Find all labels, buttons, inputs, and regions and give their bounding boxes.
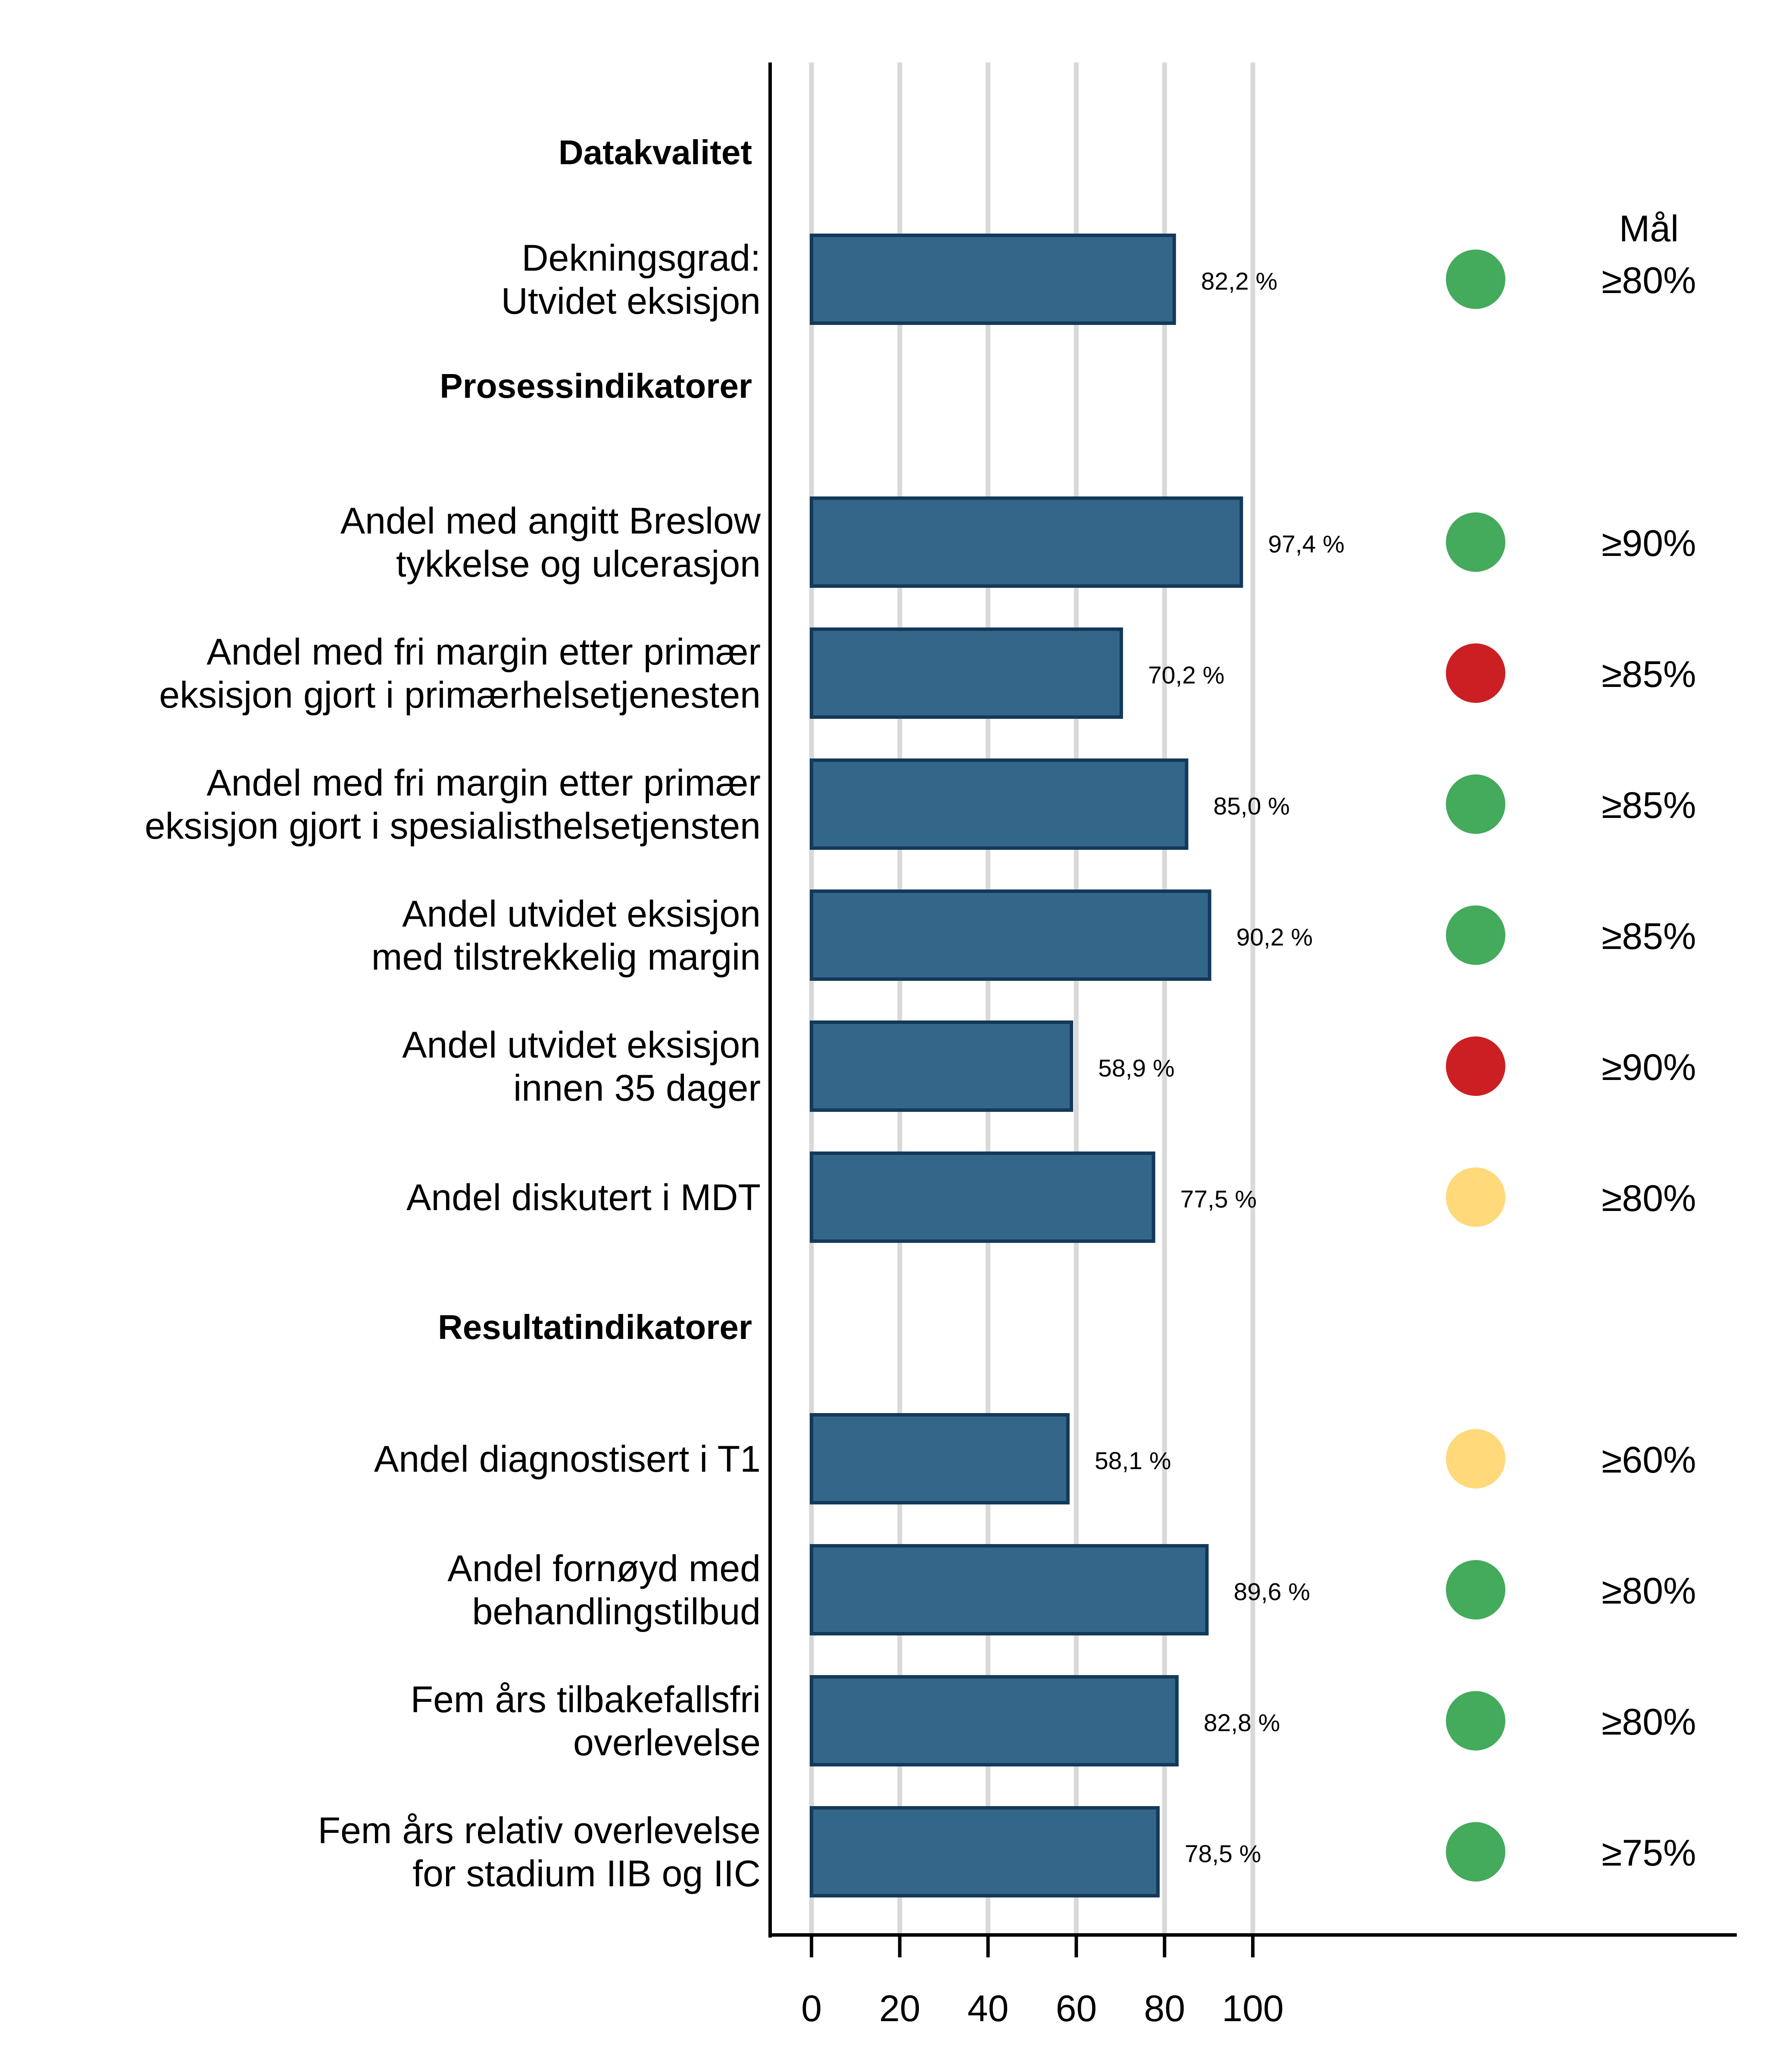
bar bbox=[810, 496, 1243, 588]
status-dot bbox=[1446, 643, 1505, 703]
value-label: 82,2 % bbox=[1201, 268, 1277, 295]
value-label: 97,4 % bbox=[1268, 530, 1344, 558]
category-label: Andel med fri margin etter primær bbox=[206, 631, 761, 673]
category-label: tykkelse og ulcerasjon bbox=[396, 543, 761, 585]
bar-row: Andel diagnostisert i T1 58,1 % ≥60% bbox=[374, 1413, 1696, 1504]
category-label: Andel utvidet eksisjon bbox=[402, 1024, 761, 1066]
x-axis-ticks: 0 20 40 60 80 100 bbox=[801, 1935, 1284, 2029]
bar-row: Dekningsgrad:Utvidet eksisjon 82,2 % ≥80% bbox=[501, 234, 1696, 325]
section-heading: Datakvalitet bbox=[559, 133, 752, 172]
target-label: ≥80% bbox=[1601, 1701, 1696, 1743]
status-dot bbox=[1446, 1822, 1505, 1882]
bar bbox=[810, 889, 1211, 981]
bar bbox=[810, 1413, 1070, 1504]
target-label: ≥90% bbox=[1601, 1047, 1696, 1088]
x-tick-label: 0 bbox=[801, 1988, 822, 2029]
target-label: ≥85% bbox=[1601, 785, 1696, 826]
category-label: Andel utvidet eksisjon bbox=[402, 893, 761, 935]
value-label: 77,5 % bbox=[1180, 1186, 1257, 1213]
status-dot bbox=[1446, 1429, 1505, 1488]
value-label: 82,8 % bbox=[1204, 1709, 1280, 1737]
value-label: 89,6 % bbox=[1234, 1578, 1310, 1606]
value-label: 78,5 % bbox=[1185, 1840, 1261, 1868]
bar-row: Andel med fri margin etter primæreksisjo… bbox=[145, 758, 1696, 850]
target-header: Mål bbox=[1619, 208, 1679, 250]
category-label: eksisjon gjort i primærhelsetjenesten bbox=[159, 674, 761, 716]
x-tick-label: 100 bbox=[1222, 1988, 1284, 2029]
target-label: ≥75% bbox=[1601, 1832, 1696, 1874]
status-dot bbox=[1446, 774, 1505, 834]
bar bbox=[810, 1675, 1179, 1766]
category-label: Andel diskutert i MDT bbox=[406, 1177, 761, 1218]
value-label: 58,9 % bbox=[1098, 1055, 1174, 1082]
bar-row: Andel med fri margin etter primæreksisjo… bbox=[159, 627, 1696, 719]
x-tick-label: 20 bbox=[879, 1988, 921, 2029]
target-label: ≥85% bbox=[1601, 916, 1696, 957]
category-label: Fem års relativ overlevelse bbox=[318, 1810, 761, 1851]
section-heading: Resultatindikatorer bbox=[438, 1308, 752, 1346]
x-tick-label: 40 bbox=[968, 1988, 1009, 2029]
category-label: Andel fornøyd med bbox=[447, 1548, 761, 1589]
value-label: 90,2 % bbox=[1236, 924, 1313, 951]
gridlines bbox=[809, 62, 1255, 1935]
status-dot bbox=[1446, 512, 1505, 572]
category-label: eksisjon gjort i spesialisthelsetjensten bbox=[145, 805, 761, 847]
category-label: Utvidet eksisjon bbox=[501, 281, 761, 322]
status-dot bbox=[1446, 1167, 1505, 1227]
category-label: behandlingstilbud bbox=[472, 1591, 761, 1632]
category-label: Andel diagnostisert i T1 bbox=[374, 1439, 761, 1480]
target-label: ≥60% bbox=[1601, 1439, 1696, 1481]
category-label: Andel med fri margin etter primær bbox=[206, 762, 761, 804]
target-label: ≥80% bbox=[1601, 260, 1696, 301]
status-dot bbox=[1446, 1560, 1505, 1620]
value-label: 70,2 % bbox=[1148, 662, 1224, 689]
status-dot bbox=[1446, 905, 1505, 965]
x-tick-label: 60 bbox=[1056, 1988, 1097, 2029]
category-label: Andel med angitt Breslow bbox=[340, 500, 761, 542]
target-label: ≥80% bbox=[1601, 1570, 1696, 1612]
bar bbox=[810, 1151, 1155, 1243]
bar bbox=[810, 234, 1176, 325]
bar bbox=[810, 1020, 1074, 1112]
target-label: ≥90% bbox=[1601, 523, 1696, 564]
bar bbox=[810, 758, 1189, 850]
category-label: innen 35 dager bbox=[513, 1067, 761, 1109]
status-dot bbox=[1446, 1691, 1505, 1751]
bar-row: Andel diskutert i MDT 77,5 % ≥80% bbox=[406, 1151, 1696, 1243]
x-tick-label: 80 bbox=[1144, 1988, 1185, 2029]
value-label: 85,0 % bbox=[1213, 793, 1289, 820]
target-label: ≥85% bbox=[1601, 654, 1696, 695]
category-label: Fem års tilbakefallsfri bbox=[411, 1679, 761, 1720]
category-label: overlevelse bbox=[573, 1722, 761, 1763]
value-label: 58,1 % bbox=[1095, 1447, 1171, 1475]
bar bbox=[810, 1806, 1160, 1897]
bar bbox=[810, 627, 1123, 719]
status-dot bbox=[1446, 1036, 1505, 1096]
status-dot bbox=[1446, 250, 1505, 309]
category-label: med tilstrekkelig margin bbox=[371, 936, 761, 978]
section-heading: Prosessindikatorer bbox=[440, 367, 752, 405]
category-label: for stadium IIB og IIC bbox=[412, 1853, 761, 1894]
category-label: Dekningsgrad: bbox=[521, 237, 761, 279]
target-label: ≥80% bbox=[1601, 1178, 1696, 1219]
bar bbox=[810, 1544, 1209, 1635]
